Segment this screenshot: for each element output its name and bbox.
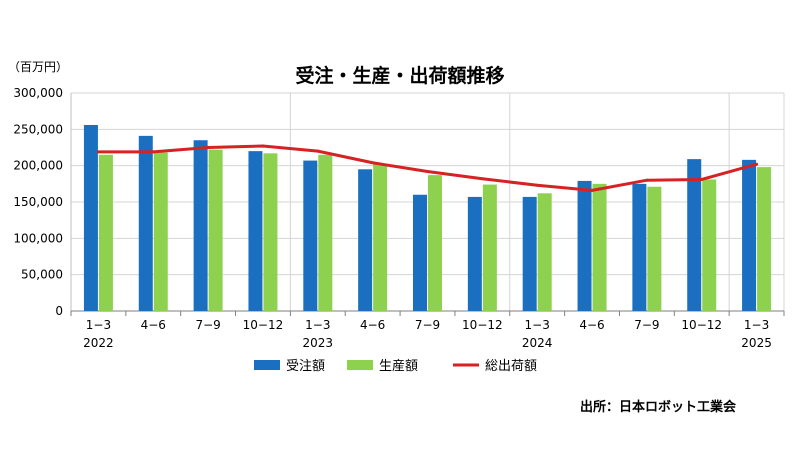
bar-production xyxy=(318,154,333,311)
x-year-label: 2024 xyxy=(522,336,553,350)
bar-orders xyxy=(467,196,482,311)
bar-orders xyxy=(413,194,427,311)
bar-production xyxy=(98,154,113,311)
x-tick-label: 4−6 xyxy=(579,318,604,332)
line-point xyxy=(755,162,759,166)
y-tick-label: 50,000 xyxy=(21,268,63,282)
bar-production xyxy=(592,183,607,311)
grid xyxy=(71,92,784,312)
bar-orders xyxy=(83,124,98,312)
bar-orders xyxy=(742,159,757,311)
axes xyxy=(70,93,785,316)
y-tick-label: 100,000 xyxy=(13,231,63,245)
x-tick-label: 10−12 xyxy=(462,318,503,332)
bars xyxy=(83,124,772,312)
y-tick-label: 150,000 xyxy=(13,195,63,209)
line-point xyxy=(426,169,429,173)
legend-label: 総出荷額 xyxy=(485,359,537,374)
x-year-label: 2022 xyxy=(83,336,114,350)
bar-orders xyxy=(138,135,153,311)
x-tick-label: 1−3 xyxy=(525,318,550,332)
line-point xyxy=(96,150,100,154)
axis-labels: 0 50,000 100,000 150,000 200,000 250,000 300,0… xyxy=(13,86,771,350)
bar-production xyxy=(647,186,662,311)
x-tick-label: 1−3 xyxy=(744,318,769,332)
legend-swatch xyxy=(254,360,280,370)
legend: 受注額 生産額 総出荷額 xyxy=(254,358,537,374)
y-tick-label: 250,000 xyxy=(13,122,63,136)
line-point xyxy=(700,177,704,181)
bar-orders xyxy=(248,151,263,311)
source-note: 出所：日本ロボット工業会 xyxy=(580,400,737,415)
bar-production xyxy=(428,175,442,311)
legend-swatch xyxy=(347,360,373,370)
x-tick-label: 10−12 xyxy=(243,318,284,332)
bar-orders xyxy=(687,159,702,311)
line-point xyxy=(480,177,484,181)
x-tick-label: 7−9 xyxy=(195,318,220,332)
bar-orders xyxy=(522,196,537,311)
x-tick-label: 1−3 xyxy=(86,318,111,332)
line-point xyxy=(151,150,155,154)
bar-orders xyxy=(358,169,373,311)
y-tick-label: 300,000 xyxy=(13,86,63,100)
bar-production xyxy=(537,193,552,311)
y-unit-label: （百万円） xyxy=(8,60,68,74)
bar-orders xyxy=(303,160,318,311)
chart-title: 受注・生産・出荷額推移 xyxy=(295,64,504,87)
bar-production xyxy=(208,149,223,311)
line-point xyxy=(206,146,210,149)
line-series xyxy=(96,144,759,192)
x-year-label: 2025 xyxy=(741,336,772,350)
bar-production xyxy=(373,163,388,311)
legend-label: 受注額 xyxy=(286,359,325,374)
x-tick-label: 1−3 xyxy=(305,318,330,332)
bar-orders xyxy=(193,140,208,311)
y-tick-label: 0 xyxy=(55,304,63,318)
x-year-label: 2023 xyxy=(303,336,334,350)
line-point xyxy=(645,178,649,182)
x-tick-label: 7−9 xyxy=(634,318,659,332)
bar-production xyxy=(702,179,717,311)
line-point xyxy=(590,188,594,192)
x-tick-label: 7−9 xyxy=(415,318,440,332)
bar-orders xyxy=(577,180,592,311)
x-tick-label: 10−12 xyxy=(681,318,722,332)
bar-production xyxy=(263,153,278,311)
line-point xyxy=(316,149,320,153)
bar-production xyxy=(482,184,497,311)
line-point xyxy=(261,144,265,148)
x-tick-label: 4−6 xyxy=(141,318,166,332)
bar-orders xyxy=(632,183,647,311)
legend-label: 生産額 xyxy=(379,358,418,374)
line-point xyxy=(371,161,375,165)
line-point xyxy=(535,183,539,187)
y-tick-label: 200,000 xyxy=(13,159,63,173)
bar-production xyxy=(757,167,772,311)
bar-production xyxy=(153,152,168,311)
x-tick-label: 4−6 xyxy=(360,318,385,332)
